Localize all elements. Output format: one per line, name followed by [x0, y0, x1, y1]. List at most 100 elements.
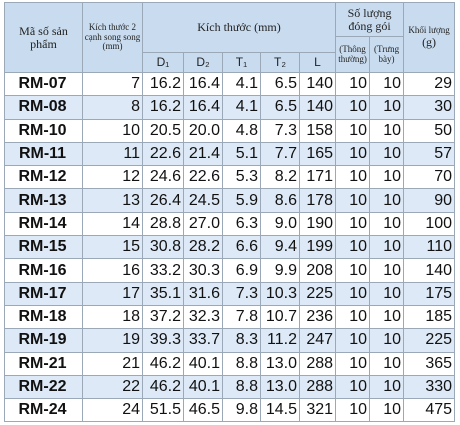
table-cell: 10 — [335, 235, 371, 260]
header-cell: Kích thước (mm) — [141, 2, 337, 53]
table-cell: 475 — [403, 398, 456, 423]
table-cell: 33.7 — [183, 328, 223, 353]
table-cell: 6.5 — [260, 95, 300, 120]
table-cell: 7 — [82, 71, 143, 97]
table-cell: 178 — [298, 188, 337, 213]
table-cell: 225 — [403, 328, 456, 353]
table-row: RM-15 15 30.8 28.2 6.6 9.4 199 10 10 110 — [4, 235, 456, 260]
table-cell: 8.6 — [260, 188, 300, 213]
product-code: RM-10 — [4, 118, 83, 143]
table-cell: 365 — [403, 351, 456, 376]
table-cell: 5.9 — [222, 188, 261, 213]
header-text: Khối lượng — [408, 25, 450, 36]
table-cell: 24.6 — [142, 165, 184, 190]
table-row: RM-07 7 16.2 16.4 4.1 6.5 140 10 10 29 — [4, 71, 456, 97]
table-cell: 10 — [369, 95, 405, 120]
table-cell: 8.3 — [222, 328, 261, 353]
table-cell: 165 — [298, 141, 337, 167]
table-cell: 158 — [298, 118, 337, 143]
table-cell: 13 — [82, 188, 143, 213]
table-cell: 10 — [335, 281, 371, 306]
table-row: RM-19 19 39.3 33.7 8.3 11.2 247 10 10 225 — [4, 328, 456, 353]
table-cell: 9.8 — [222, 398, 261, 423]
table-cell: 7.7 — [260, 141, 300, 167]
table-cell: 30 — [403, 95, 456, 120]
table-cell: 7.8 — [222, 304, 261, 330]
product-code: RM-11 — [4, 141, 83, 167]
table-cell: 29 — [403, 71, 456, 97]
table-cell: 22 — [82, 374, 143, 400]
table-row: RM-13 13 26.4 24.5 5.9 8.6 178 10 10 90 — [4, 188, 456, 213]
table-cell: 321 — [298, 398, 337, 423]
table-cell: 10 — [335, 258, 371, 283]
table-cell: 10 — [369, 71, 405, 97]
table-cell: 100 — [403, 211, 456, 237]
product-code: RM-14 — [4, 211, 83, 237]
product-code: RM-22 — [4, 374, 83, 400]
table-cell: 46.2 — [142, 351, 184, 376]
table-row: RM-21 21 46.2 40.1 8.8 13.0 288 10 10 365 — [4, 351, 456, 376]
header-cell: Số lượng đóng gói — [335, 2, 405, 37]
table-cell: 10 — [335, 118, 371, 143]
header-cell: Khối lượng (g) — [403, 2, 456, 73]
product-code: RM-17 — [4, 281, 83, 306]
table-cell: 4.8 — [222, 118, 261, 143]
table-cell: 5.3 — [222, 165, 261, 190]
table-cell: 33.2 — [142, 258, 184, 283]
table-cell: 10 — [82, 118, 143, 143]
header-cell: T₁ — [222, 52, 261, 73]
table-cell: 8.2 — [260, 165, 300, 190]
header-cell: D₁ — [142, 52, 184, 73]
table-cell: 30.3 — [183, 258, 223, 283]
product-code: RM-15 — [4, 235, 83, 260]
table-cell: 140 — [403, 258, 456, 283]
table-cell: 28.8 — [142, 211, 184, 237]
table-cell: 13.0 — [260, 351, 300, 376]
table-cell: 20.0 — [183, 118, 223, 143]
table-cell: 225 — [298, 281, 337, 306]
product-code: RM-21 — [4, 351, 83, 376]
table-cell: 14.5 — [260, 398, 300, 423]
table-cell: 16.2 — [142, 95, 184, 120]
table-cell: 70 — [403, 165, 456, 190]
table-cell: 40.1 — [183, 351, 223, 376]
header-text: (g) — [422, 34, 437, 49]
table-cell: 9.9 — [260, 258, 300, 283]
product-code: RM-13 — [4, 188, 83, 213]
header-cell: L — [298, 52, 337, 73]
table-cell: 24.5 — [183, 188, 223, 213]
table-cell: 288 — [298, 374, 337, 400]
table-cell: 31.6 — [183, 281, 223, 306]
table-cell: 10 — [335, 374, 371, 400]
table-cell: 330 — [403, 374, 456, 400]
table-cell: 17 — [82, 281, 143, 306]
table-header: Mã số sản phẩm Kích thước 2 cạnh song so… — [4, 2, 456, 73]
table-cell: 10 — [369, 374, 405, 400]
product-code: RM-19 — [4, 328, 83, 353]
table-body: RM-07 7 16.2 16.4 4.1 6.5 140 10 10 29 RM-08 8 16.2 1… — [4, 71, 456, 423]
table-cell: 19 — [82, 328, 143, 353]
table-cell: 6.3 — [222, 211, 261, 237]
table-cell: 10 — [369, 328, 405, 353]
table-cell: 32.3 — [183, 304, 223, 330]
table-cell: 140 — [298, 95, 337, 120]
table-cell: 10.7 — [260, 304, 300, 330]
table-cell: 9.4 — [260, 235, 300, 260]
table-cell: 175 — [403, 281, 456, 306]
table-cell: 26.4 — [142, 188, 184, 213]
table-cell: 10 — [369, 118, 405, 143]
table-cell: 30.8 — [142, 235, 184, 260]
table-cell: 10 — [335, 165, 371, 190]
table-cell: 8.8 — [222, 374, 261, 400]
table-cell: 6.9 — [222, 258, 261, 283]
table-cell: 10 — [369, 281, 405, 306]
table-row: RM-10 10 20.5 20.0 4.8 7.3 158 10 10 50 — [4, 118, 456, 143]
table-cell: 10 — [335, 95, 371, 120]
table-cell: 39.3 — [142, 328, 184, 353]
table-cell: 11.2 — [260, 328, 300, 353]
table-cell: 10 — [369, 235, 405, 260]
table-cell: 46.5 — [183, 398, 223, 423]
table-cell: 10 — [335, 211, 371, 237]
table-cell: 18 — [82, 304, 143, 330]
